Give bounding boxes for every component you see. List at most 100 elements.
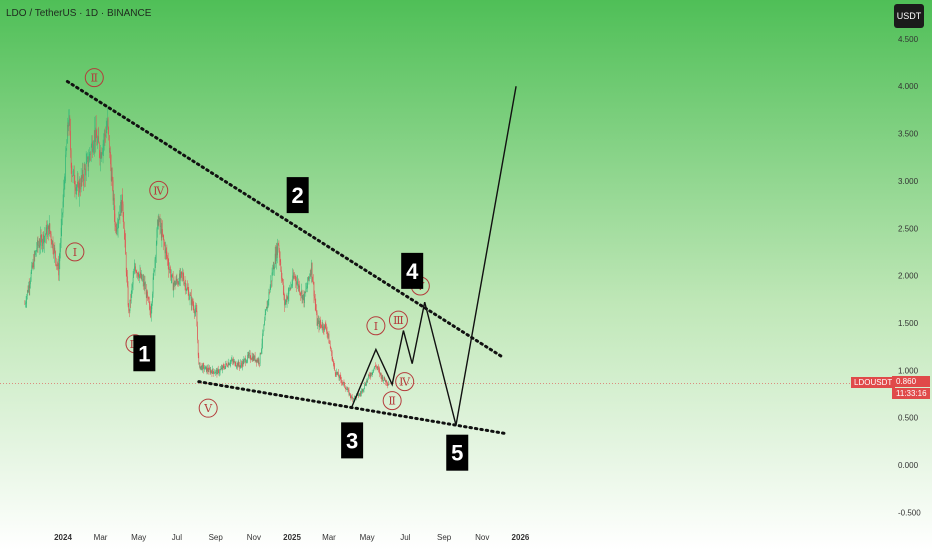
- candle-body: [286, 296, 288, 303]
- candle-body: [166, 251, 168, 257]
- candle-body: [88, 154, 90, 162]
- candle-body: [233, 361, 235, 363]
- candle-body: [63, 188, 64, 202]
- candle-body: [38, 245, 39, 246]
- candle-body: [86, 158, 88, 163]
- candle-body: [53, 250, 54, 255]
- candle-body: [92, 148, 94, 152]
- candle-body: [376, 366, 377, 368]
- candle-body: [109, 135, 110, 153]
- candle-body: [338, 376, 340, 379]
- candle-body: [57, 263, 59, 266]
- candle-body: [314, 297, 316, 305]
- candle-body: [56, 264, 58, 266]
- candle-body: [326, 330, 328, 333]
- x-tick-label: 2024: [54, 533, 72, 542]
- candle-body: [239, 365, 241, 368]
- candle-body: [127, 276, 128, 286]
- candle-body: [59, 251, 61, 262]
- y-tick-label: 4.000: [898, 82, 919, 91]
- candle-body: [241, 363, 242, 365]
- candle-body: [347, 389, 349, 390]
- candle-body: [187, 287, 188, 290]
- candle-body: [324, 324, 325, 331]
- candle-body: [149, 304, 151, 311]
- candle-body: [115, 226, 117, 232]
- candle-body: [73, 170, 74, 172]
- candle-body: [271, 280, 272, 282]
- candle-body: [280, 261, 282, 271]
- candle-body: [263, 325, 265, 331]
- candle-body: [278, 245, 280, 251]
- candle-body: [282, 282, 284, 293]
- candle-body: [25, 302, 27, 304]
- candle-body: [383, 380, 384, 381]
- y-tick-label: 3.500: [898, 130, 919, 139]
- y-tick-label: 2.500: [898, 224, 919, 233]
- candle-body: [177, 280, 178, 284]
- candle-body: [144, 282, 146, 290]
- candle-body: [266, 306, 268, 309]
- candle-body: [108, 127, 109, 136]
- candle-body: [93, 130, 95, 145]
- candle-body: [197, 339, 199, 356]
- candle-body: [68, 120, 69, 127]
- candle-body: [298, 285, 300, 288]
- candle-body: [58, 263, 59, 276]
- candle-body: [294, 276, 296, 277]
- candle-body: [27, 290, 29, 292]
- candle-body: [238, 362, 240, 366]
- wave-label-number: 5: [451, 441, 463, 466]
- candle-body: [186, 287, 188, 290]
- candle-body: [207, 370, 209, 372]
- candle-body: [237, 362, 238, 367]
- candle-body: [260, 353, 262, 354]
- candle-body: [184, 282, 185, 284]
- currency-button[interactable]: USDT: [894, 4, 924, 28]
- candle-body: [127, 285, 129, 306]
- candle-body: [154, 270, 155, 272]
- candle-body: [115, 225, 116, 227]
- candle-body: [60, 227, 62, 243]
- candle-body: [120, 201, 121, 216]
- candle-body: [129, 299, 131, 312]
- candle-body: [157, 219, 158, 230]
- candle-body: [83, 179, 84, 181]
- candle-body: [388, 384, 390, 385]
- candle-body: [65, 154, 66, 182]
- candle-body: [261, 343, 263, 350]
- candle-body: [374, 366, 376, 367]
- candle-body: [150, 310, 151, 318]
- candle-body: [257, 359, 259, 362]
- y-tick-label: 1.500: [898, 319, 919, 328]
- candle-body: [281, 277, 283, 280]
- candle-body: [384, 377, 385, 381]
- candle-body: [76, 186, 78, 188]
- candle-body: [138, 276, 140, 279]
- candle-body: [148, 298, 150, 303]
- candle-body: [190, 295, 191, 296]
- candle-body: [279, 257, 281, 262]
- candle-body: [84, 168, 86, 169]
- candle-body: [274, 267, 275, 270]
- candle-body: [299, 285, 300, 293]
- candle-body: [190, 295, 192, 305]
- candle-body: [180, 271, 181, 279]
- candle-body: [205, 366, 206, 368]
- x-tick-label: Mar: [94, 533, 108, 542]
- candle-body: [45, 227, 47, 235]
- candle-body: [149, 302, 150, 305]
- candle-body: [152, 293, 153, 303]
- y-tick-label: 4.500: [898, 35, 919, 44]
- candle-body: [51, 240, 53, 245]
- candle-body: [252, 356, 254, 361]
- candle-body: [199, 363, 200, 364]
- candle-body: [100, 151, 102, 158]
- candle-body: [27, 290, 28, 296]
- candle-body: [288, 288, 290, 295]
- candle-body: [281, 270, 282, 278]
- candle-body: [308, 277, 310, 280]
- candle-body: [239, 365, 240, 368]
- candle-body: [117, 221, 119, 228]
